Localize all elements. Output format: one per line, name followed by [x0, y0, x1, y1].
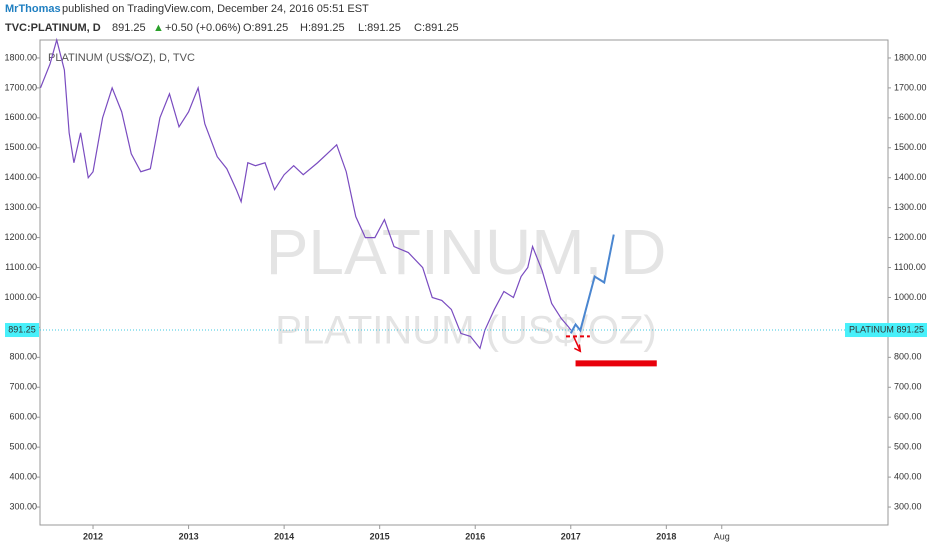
price-tag-text: 891.25	[8, 324, 36, 334]
y-tick-label: 300.00	[894, 501, 922, 511]
y-tick-label: 1400.00	[4, 172, 37, 182]
y-tick-label: 1300.00	[4, 202, 37, 212]
watermark-sub: PLATINUM (US$/OZ)	[275, 309, 657, 353]
price-tag	[5, 323, 39, 338]
change: +0.50 (+0.06%)	[165, 22, 241, 34]
last-price: 891.25	[112, 22, 146, 34]
arrow-head	[573, 344, 582, 353]
x-tick-label: 2013	[179, 531, 199, 541]
y-tick-label: 1000.00	[4, 292, 37, 302]
y-tick-label: 500.00	[894, 442, 922, 452]
change-arrow: ▲	[153, 22, 164, 34]
y-tick-label: 600.00	[9, 412, 37, 422]
y-tick-label: 1300.00	[894, 202, 927, 212]
y-tick-label: 1000.00	[894, 292, 927, 302]
y-tick-label: 600.00	[894, 412, 922, 422]
y-tick-label: 1500.00	[4, 142, 37, 152]
x-tick-label: Aug	[714, 531, 730, 541]
ohlc: H:891.25	[300, 22, 345, 34]
y-tick-label: 1800.00	[894, 52, 927, 62]
price-tag	[845, 323, 927, 338]
y-tick-label: 1200.00	[4, 232, 37, 242]
y-tick-label: 300.00	[9, 501, 37, 511]
author[interactable]: MrThomas	[5, 3, 61, 15]
legend-title: PLATINUM (US$/OZ), D, TVC	[48, 52, 195, 64]
x-tick-label: 2015	[370, 531, 390, 541]
x-tick-label: 2012	[83, 531, 103, 541]
y-tick-label: 1100.00	[894, 262, 926, 272]
y-tick-label: 1600.00	[4, 112, 37, 122]
y-tick-label: 1200.00	[894, 232, 927, 242]
y-tick-label: 800.00	[894, 352, 922, 362]
x-tick-label: 2014	[274, 531, 294, 541]
y-tick-label: 1700.00	[894, 82, 927, 92]
y-tick-label: 1400.00	[894, 172, 927, 182]
x-tick-label: 2016	[465, 531, 485, 541]
projection-line	[569, 234, 615, 334]
plot-frame	[39, 39, 889, 526]
y-tick-label: 1600.00	[894, 112, 927, 122]
price-tag-text: 891.25	[896, 324, 924, 334]
arrow-line	[572, 336, 582, 352]
watermark: PLATINUM, D	[266, 216, 667, 288]
y-tick-label: 500.00	[9, 442, 37, 452]
published: published on TradingView.com, December 2…	[62, 3, 369, 15]
y-tick-label: 1700.00	[4, 82, 37, 92]
price-tag-text: PLATINUM	[849, 324, 894, 334]
y-tick-label: 1800.00	[4, 52, 37, 62]
y-tick-label: 400.00	[9, 471, 37, 481]
y-tick-label: 700.00	[9, 382, 37, 392]
ohlc: L:891.25	[358, 22, 401, 34]
y-tick-label: 400.00	[894, 471, 922, 481]
ohlc: C:891.25	[414, 22, 459, 34]
price-line	[39, 37, 572, 350]
y-tick-label: 1500.00	[894, 142, 927, 152]
y-tick-label: 800.00	[9, 352, 37, 362]
symbol: TVC:PLATINUM, D	[5, 22, 101, 34]
x-tick-label: 2018	[656, 531, 676, 541]
ohlc: O:891.25	[243, 22, 288, 34]
x-tick-label: 2017	[561, 531, 581, 541]
y-tick-label: 1100.00	[5, 262, 37, 272]
y-tick-label: 700.00	[894, 382, 922, 392]
